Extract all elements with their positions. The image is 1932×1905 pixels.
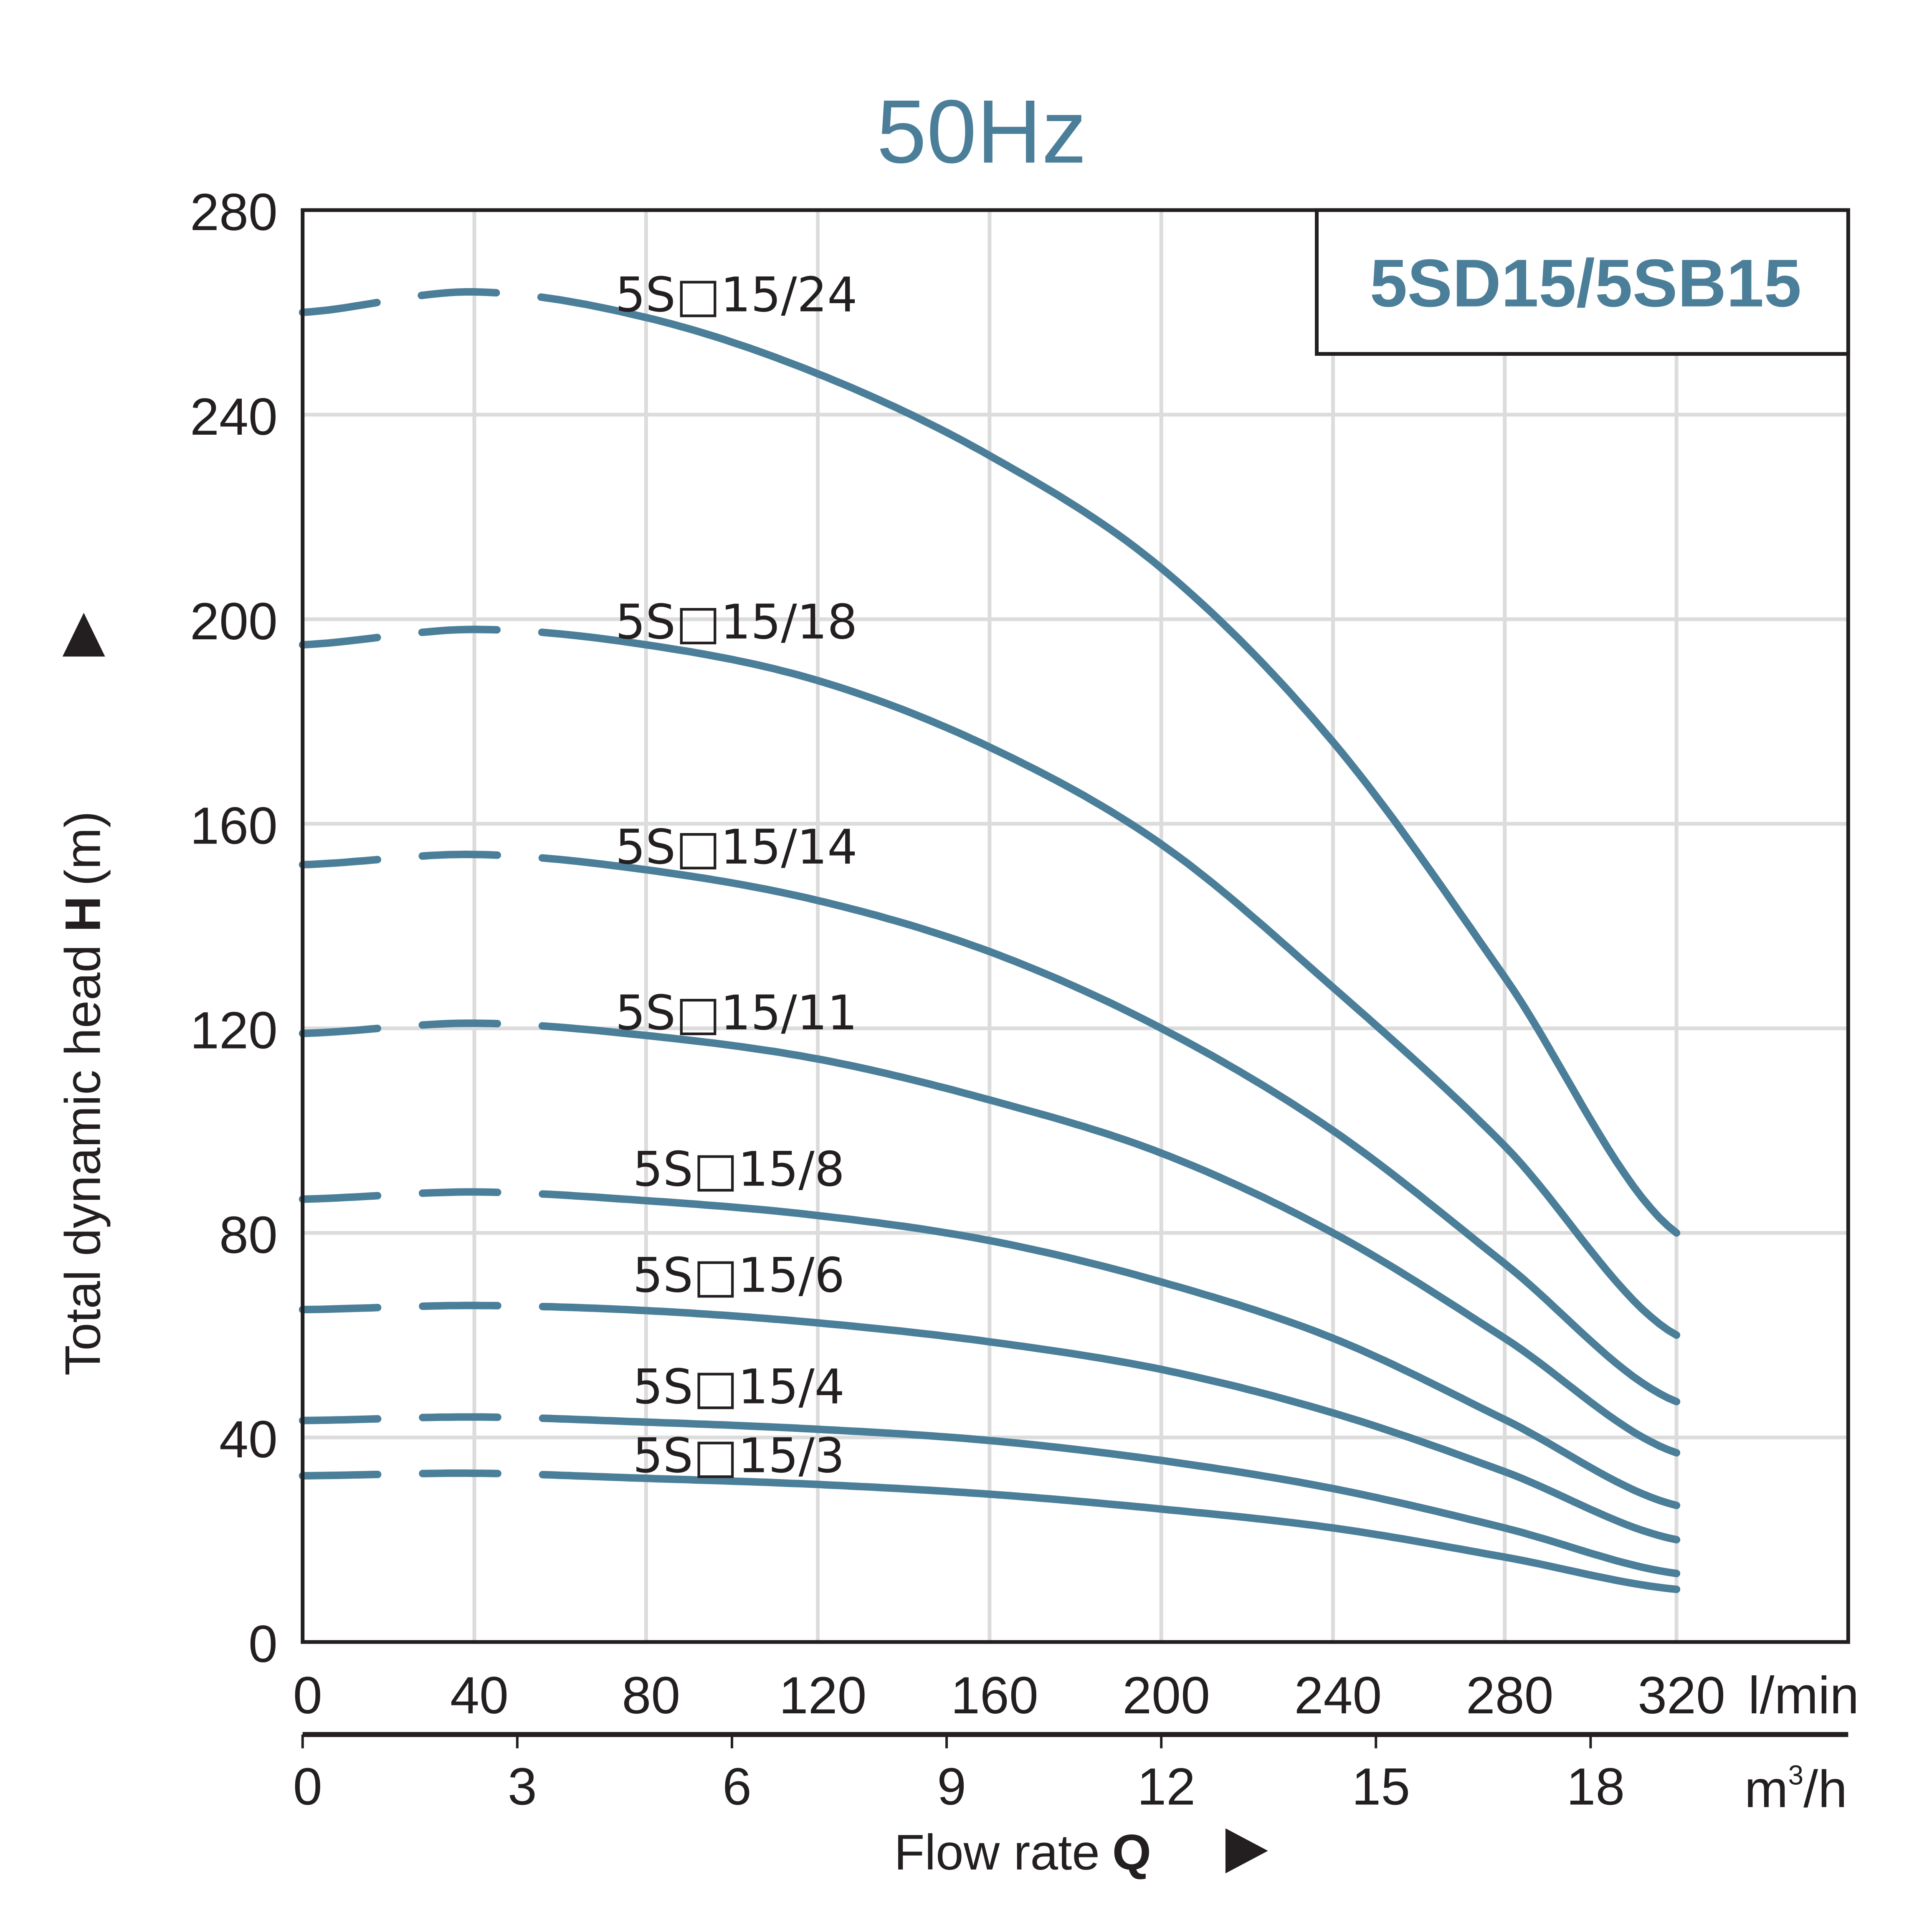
- curve-label: 5S□15/3: [633, 1428, 845, 1483]
- curve-5s-15-11: [565, 1024, 1681, 1457]
- x-axis-title: Flow rate Q: [894, 1825, 1151, 1880]
- curve-labels: 5S□15/24 5S□15/18 5S□15/14 5S□15/11 5S□15/8 5…: [615, 267, 857, 1483]
- y-tick-label: 280: [190, 182, 278, 241]
- curve-dashed-segment: [299, 288, 573, 317]
- x-axis-symbol: Q: [1112, 1825, 1151, 1880]
- curve-label: 5S□15/6: [633, 1248, 845, 1303]
- curve-5s-15-4: [565, 1415, 1681, 1578]
- x-tick-label-m3h: 18: [1566, 1757, 1625, 1816]
- x-tick-label-lmin: 40: [450, 1666, 509, 1725]
- x-tick-label-m3h: 6: [722, 1757, 752, 1816]
- y-tick-label: 40: [219, 1410, 278, 1469]
- plot-frame: [301, 208, 1850, 1644]
- x-tick-label-m3h: 3: [508, 1757, 537, 1816]
- x-tick-label-lmin: 240: [1294, 1666, 1382, 1725]
- curve-5s-15-3: [565, 1472, 1681, 1593]
- x-tick-label-m3h: 12: [1137, 1757, 1195, 1816]
- curve-dashed-segment: [299, 626, 573, 649]
- curve-label: 5S□15/4: [633, 1359, 845, 1415]
- curve-label: 5S□15/24: [615, 267, 857, 322]
- curve-dashed-segment: [299, 851, 573, 869]
- x-tick-label-m3h: 15: [1352, 1757, 1410, 1816]
- curve-dashed-segment: [299, 1469, 573, 1480]
- model-label: 5SD15/5SB15: [1370, 246, 1802, 321]
- x-tick-label-lmin: 120: [779, 1666, 867, 1725]
- curve-label: 5S□15/8: [633, 1141, 845, 1197]
- x-tick-label-lmin: 200: [1122, 1666, 1210, 1725]
- curve-5s-15-8: [565, 1191, 1681, 1510]
- curves: [299, 288, 1681, 1593]
- curve-5s-15-14: [565, 856, 1681, 1406]
- y-axis-unit: (m): [56, 811, 111, 886]
- x-tick-label-lmin: 320: [1638, 1666, 1725, 1725]
- y-tick-label: 240: [190, 387, 278, 446]
- x-tick-label-lmin: 80: [622, 1666, 680, 1725]
- y-tick-label: 160: [190, 796, 278, 855]
- y-tick-label: 0: [248, 1614, 278, 1673]
- y-tick-label: 200: [190, 592, 278, 651]
- curve-dashed-segment: [299, 1413, 573, 1424]
- x-tick-label-lmin: 0: [293, 1666, 322, 1725]
- x-tick-label-lmin: 280: [1466, 1666, 1554, 1725]
- y-axis-title: Total dynamic head H (m): [56, 613, 111, 1376]
- x-tick-labels-lmin: 0 40 80 120 160 200 240 280 320: [293, 1666, 1725, 1725]
- x-unit-primary: l/min: [1748, 1666, 1859, 1725]
- y-tick-label: 120: [190, 1001, 278, 1059]
- x-axis-arrow-icon: [1225, 1828, 1268, 1874]
- curve-5s-15-6: [565, 1303, 1681, 1544]
- x-tick-label-m3h: 9: [937, 1757, 966, 1816]
- curve-5s-15-18: [565, 631, 1681, 1339]
- svg-text:Total dynamic headH(m): Total dynamic head H (m): [56, 811, 111, 1376]
- y-axis-arrow-icon: [62, 613, 105, 657]
- x-tick-label-m3h: 0: [293, 1757, 322, 1816]
- chart-title: 50Hz: [876, 81, 1086, 182]
- curve-dashed-segment: [299, 1019, 573, 1037]
- x-unit-secondary: m3/h: [1745, 1759, 1847, 1818]
- x-axis-label: Flow rate: [894, 1825, 1100, 1880]
- x-unit-secondary-base: m: [1745, 1759, 1788, 1818]
- y-tick-labels: 0 40 80 120 160 200 240 280: [190, 182, 278, 1673]
- model-box: [1315, 208, 1850, 356]
- y-tick-label: 80: [219, 1205, 278, 1264]
- y-axis-symbol: H: [56, 896, 111, 932]
- x-unit-secondary-tail: /h: [1803, 1759, 1847, 1818]
- curve-label: 5S□15/14: [615, 819, 857, 875]
- x-tick-label-lmin: 160: [951, 1666, 1038, 1725]
- grid: [302, 210, 1848, 1642]
- y-axis-label: Total dynamic head: [56, 945, 111, 1376]
- x-tick-labels-m3h: 0 3 6 9 12 15 18: [293, 1734, 1625, 1816]
- curve-dashed-segment: [299, 1302, 573, 1314]
- curve-5s-15-24: [565, 297, 1681, 1237]
- curve-label: 5S□15/18: [615, 594, 857, 650]
- curve-dashed-segment: [299, 1188, 573, 1203]
- x-unit-secondary-sup: 3: [1788, 1760, 1804, 1791]
- curve-label: 5S□15/11: [615, 985, 857, 1041]
